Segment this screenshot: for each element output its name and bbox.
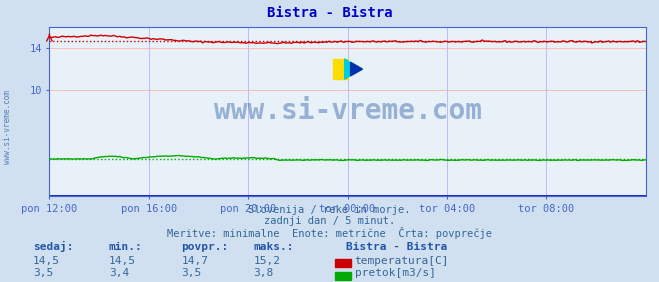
Text: www.si-vreme.com: www.si-vreme.com bbox=[3, 90, 13, 164]
Text: 14,5: 14,5 bbox=[33, 256, 60, 266]
Polygon shape bbox=[345, 59, 360, 79]
Text: min.:: min.: bbox=[109, 242, 142, 252]
Text: Meritve: minimalne  Enote: metrične  Črta: povprečje: Meritve: minimalne Enote: metrične Črta:… bbox=[167, 227, 492, 239]
Text: 14,7: 14,7 bbox=[181, 256, 208, 266]
Text: pretok[m3/s]: pretok[m3/s] bbox=[355, 268, 436, 278]
Text: 3,4: 3,4 bbox=[109, 268, 129, 278]
Text: 15,2: 15,2 bbox=[254, 256, 281, 266]
Text: Bistra - Bistra: Bistra - Bistra bbox=[346, 242, 447, 252]
Text: povpr.:: povpr.: bbox=[181, 242, 229, 252]
Text: maks.:: maks.: bbox=[254, 242, 294, 252]
Text: 3,5: 3,5 bbox=[33, 268, 53, 278]
Text: 14,5: 14,5 bbox=[109, 256, 136, 266]
Polygon shape bbox=[351, 62, 362, 76]
Text: temperatura[C]: temperatura[C] bbox=[355, 256, 449, 266]
Text: Slovenija / reke in morje.: Slovenija / reke in morje. bbox=[248, 205, 411, 215]
Text: zadnji dan / 5 minut.: zadnji dan / 5 minut. bbox=[264, 216, 395, 226]
FancyBboxPatch shape bbox=[333, 59, 348, 79]
Text: 3,8: 3,8 bbox=[254, 268, 274, 278]
Text: www.si-vreme.com: www.si-vreme.com bbox=[214, 97, 482, 125]
Text: 3,5: 3,5 bbox=[181, 268, 202, 278]
Text: sedaj:: sedaj: bbox=[33, 241, 73, 252]
Text: Bistra - Bistra: Bistra - Bistra bbox=[267, 6, 392, 20]
